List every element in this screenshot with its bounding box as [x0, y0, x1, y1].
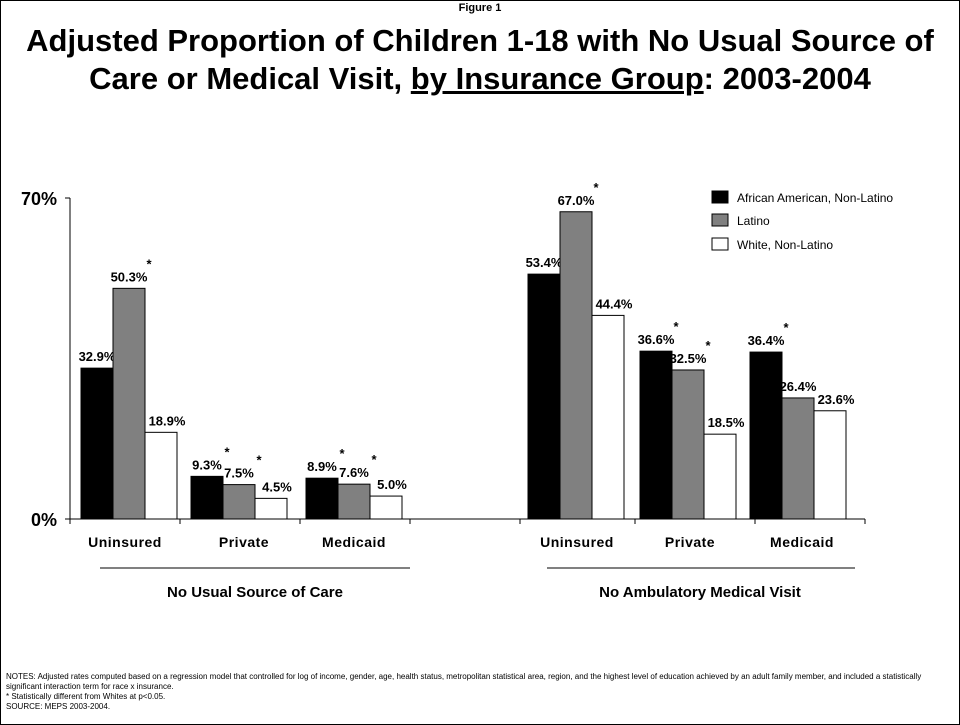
significance-asterisk: *: [371, 452, 377, 467]
figure-label: Figure 1: [458, 2, 502, 14]
y-tick-label: 0%: [31, 510, 57, 530]
bar: [591, 314, 625, 520]
data-label: 32.9%: [79, 349, 116, 364]
data-label: 7.5%: [224, 466, 254, 481]
significance-asterisk: *: [256, 453, 262, 468]
bar: [559, 211, 593, 520]
data-label: 50.3%: [111, 269, 148, 284]
data-label: 7.6%: [339, 465, 369, 480]
legend-label: Latino: [737, 214, 770, 228]
significance-asterisk: *: [705, 338, 711, 353]
data-label: 44.4%: [596, 296, 633, 311]
category-label: Uninsured: [88, 534, 162, 550]
data-label: 18.5%: [708, 415, 745, 430]
data-label: 53.4%: [526, 255, 563, 270]
source-note: SOURCE: MEPS 2003-2004.: [6, 702, 111, 711]
chart-title: Adjusted Proportion of Children 1-18 wit…: [0, 22, 960, 98]
title-part-1: Adjusted Proportion of Children 1-18 wit…: [26, 23, 934, 96]
bar: [671, 369, 705, 520]
group-label: No Usual Source of Care: [167, 584, 343, 601]
data-label: 67.0%: [558, 193, 595, 208]
data-label: 9.3%: [192, 457, 222, 472]
legend-swatch: [711, 237, 729, 251]
category-label: Private: [665, 534, 715, 550]
bar: [703, 433, 737, 520]
category-label: Uninsured: [540, 534, 614, 550]
significance-asterisk: *: [146, 256, 152, 271]
title-underlined: by Insurance Group: [410, 61, 704, 96]
title-part-2: : 2003-2004: [703, 61, 871, 96]
bar: [781, 397, 815, 520]
bar: [337, 483, 371, 520]
bar: [305, 477, 339, 520]
data-label: 26.4%: [780, 379, 817, 394]
data-label: 36.4%: [748, 333, 785, 348]
group-label: No Ambulatory Medical Visit: [599, 584, 801, 601]
significance-note: * Statistically different from Whites at…: [6, 692, 166, 701]
bar: [369, 495, 403, 520]
category-label: Medicaid: [322, 534, 386, 550]
data-label: 23.6%: [818, 392, 855, 407]
bar: [254, 497, 288, 520]
bar: [813, 410, 847, 520]
legend-label: African American, Non-Latino: [737, 191, 893, 205]
significance-asterisk: *: [593, 180, 599, 195]
notes-block: NOTES: Adjusted rates computed based on …: [6, 672, 951, 712]
data-label: 8.9%: [307, 459, 337, 474]
y-tick-label: 70%: [21, 189, 57, 209]
data-label: 5.0%: [377, 477, 407, 492]
significance-asterisk: *: [673, 319, 679, 334]
bar: [222, 484, 256, 520]
legend-swatch: [711, 213, 729, 227]
bar: [144, 431, 178, 520]
bar: [80, 367, 114, 520]
significance-asterisk: *: [783, 320, 789, 335]
data-label: 36.6%: [638, 332, 675, 347]
bar: [190, 475, 224, 520]
bar: [527, 273, 561, 520]
data-label: 32.5%: [670, 351, 707, 366]
category-label: Private: [219, 534, 269, 550]
legend-label: White, Non-Latino: [737, 238, 833, 252]
data-label: 4.5%: [262, 479, 292, 494]
bar: [112, 287, 146, 520]
bar: [639, 350, 673, 520]
legend-swatch: [711, 190, 729, 204]
bar: [749, 351, 783, 520]
data-label: 18.9%: [149, 413, 186, 428]
significance-asterisk: *: [339, 446, 345, 461]
category-label: Medicaid: [770, 534, 834, 550]
significance-asterisk: *: [224, 444, 230, 459]
notes-text: NOTES: Adjusted rates computed based on …: [6, 672, 922, 691]
